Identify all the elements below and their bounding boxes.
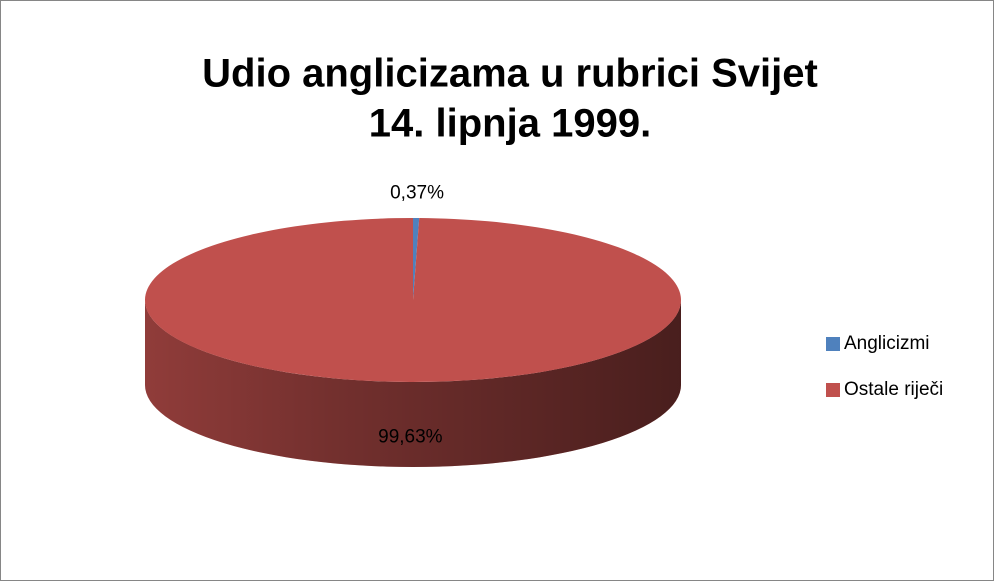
pie-side-shade bbox=[145, 300, 681, 467]
legend-label: Anglicizmi bbox=[844, 333, 930, 354]
pie-slice bbox=[413, 218, 420, 300]
legend-label: Ostale riječi bbox=[844, 379, 943, 400]
legend-swatch bbox=[826, 383, 840, 397]
legend-swatch bbox=[826, 337, 840, 351]
data-label: 99,63% bbox=[378, 427, 443, 448]
data-label: 0,37% bbox=[390, 182, 444, 203]
chart-title: Udio anglicizama u rubrici Svijet bbox=[202, 52, 818, 96]
chart-title: 14. lipnja 1999. bbox=[369, 102, 651, 146]
pie-slice bbox=[145, 217, 682, 382]
